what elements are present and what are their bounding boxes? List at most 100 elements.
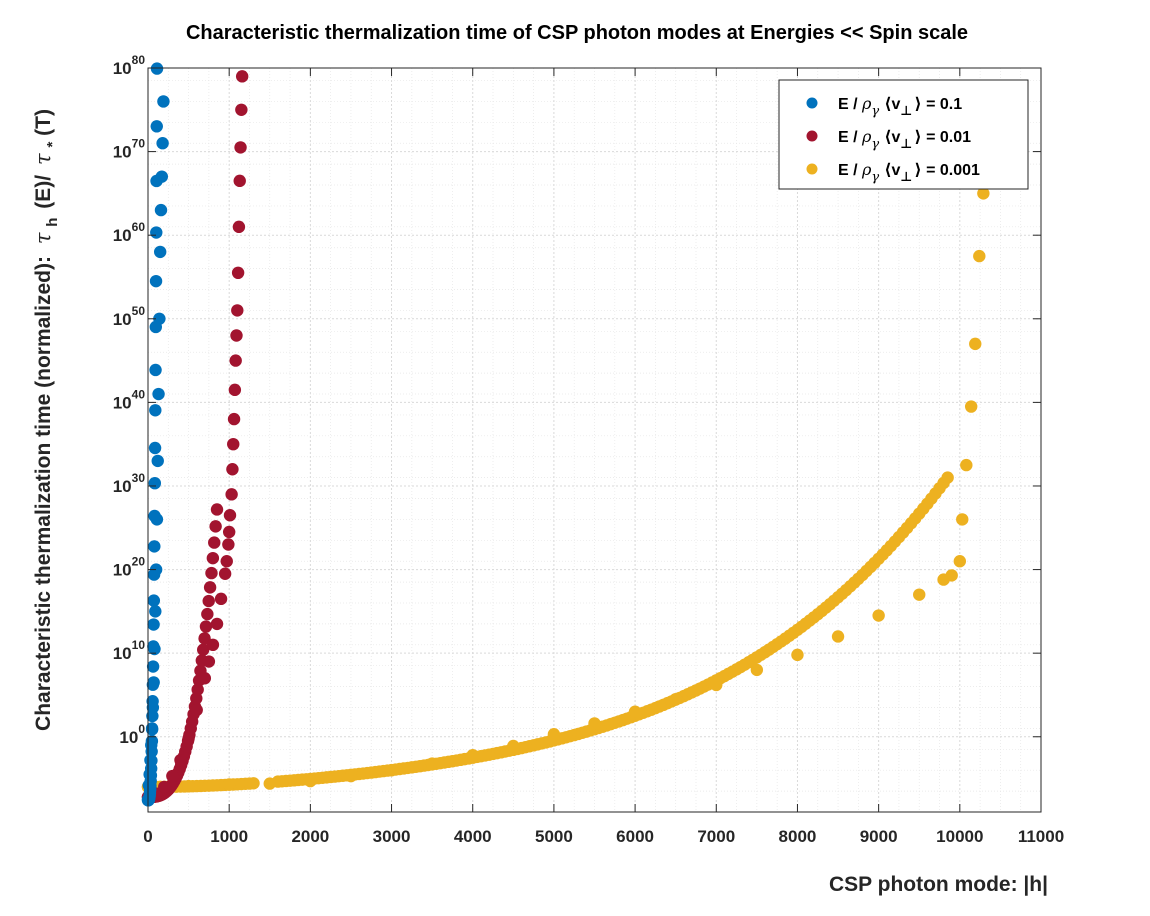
- data-point: [149, 605, 162, 618]
- y-tick-label: 1020: [113, 555, 146, 580]
- data-point: [158, 780, 171, 794]
- legend-label: E / ργ ⟨v⊥ ⟩ = 0.1: [838, 94, 962, 119]
- data-point: [235, 70, 249, 83]
- data-point: [148, 642, 161, 656]
- data-point: [145, 722, 159, 735]
- data-point: [669, 692, 682, 706]
- data-point: [960, 458, 973, 472]
- data-point: [973, 249, 986, 263]
- data-point: [231, 304, 244, 317]
- data-point: [198, 672, 212, 685]
- data-point: [150, 513, 164, 526]
- data-point: [157, 95, 170, 108]
- y-axis-label-suffix: (T): [32, 109, 55, 136]
- y-tick-label: 100: [119, 722, 145, 747]
- data-point: [147, 618, 160, 631]
- data-point: [202, 594, 215, 608]
- y-tick-label: 1060: [113, 220, 146, 245]
- data-point: [956, 513, 969, 526]
- x-tick-label: 2000: [291, 827, 329, 846]
- y-tick-label: 1040: [113, 387, 146, 412]
- x-axis-ticks: 0 1000 2000 3000 4000 5000 6000 7000 8000 9000 100…: [143, 68, 1064, 846]
- data-point: [206, 638, 220, 652]
- data-point: [232, 220, 246, 234]
- data-point: [149, 274, 163, 288]
- data-point: [233, 174, 246, 188]
- data-point: [190, 703, 203, 717]
- data-point: [425, 757, 439, 770]
- data-point: [231, 266, 245, 280]
- y-axis-ticks: 100 1010 1020 1030 1040 1050 1060 1070 1080: [113, 53, 1041, 747]
- data-point: [872, 609, 885, 622]
- data-point: [202, 655, 216, 668]
- x-tick-label: 5000: [535, 827, 573, 846]
- data-point: [148, 476, 162, 490]
- data-point: [149, 404, 162, 417]
- y-tick-label: 1010: [113, 638, 146, 663]
- plot-frame: [147, 67, 1042, 813]
- y-axis-label-tau-star: τ: [31, 153, 55, 165]
- data-point: [223, 509, 237, 522]
- data-point: [969, 337, 982, 351]
- legend-label: E / ργ ⟨v⊥ ⟩ = 0.001: [838, 160, 980, 185]
- data-point: [199, 620, 213, 633]
- data-point: [385, 764, 398, 777]
- data-point: [201, 607, 214, 621]
- data-point: [208, 536, 221, 549]
- data-point: [228, 383, 242, 397]
- data-point: [229, 354, 242, 367]
- data-point: [628, 705, 642, 718]
- data-point: [466, 748, 479, 762]
- data-point: [222, 778, 236, 791]
- data-point: [146, 701, 160, 714]
- data-point: [218, 567, 232, 580]
- data-point: [148, 540, 161, 553]
- y-axis-label-tau-sub: h: [44, 218, 61, 227]
- data-point: [150, 120, 163, 133]
- y-axis-label: Characteristic thermalization time (norm…: [31, 109, 62, 731]
- chart-title: Characteristic thermalization time of CS…: [186, 22, 968, 44]
- data-point: [142, 779, 156, 792]
- data-point: [222, 538, 235, 551]
- data-point: [182, 732, 195, 745]
- y-axis-label-star: *: [44, 142, 61, 148]
- data-point: [945, 569, 958, 582]
- data-point: [953, 555, 967, 568]
- data-point: [203, 581, 217, 594]
- data-point: [145, 738, 158, 752]
- y-axis-label-tau: τ: [31, 232, 55, 244]
- data-point: [222, 525, 236, 539]
- data-point: [234, 141, 247, 154]
- data-point: [588, 717, 601, 730]
- data-point: [156, 137, 169, 150]
- data-point: [166, 769, 179, 783]
- legend-marker: [806, 130, 818, 142]
- data-point: [209, 520, 222, 533]
- x-tick-label: 1000: [210, 827, 248, 846]
- legend-marker: [806, 163, 818, 175]
- data-point: [344, 769, 358, 783]
- data-point: [247, 777, 260, 790]
- x-axis-label: CSP photon mode: |h|: [829, 873, 1048, 896]
- data-point: [214, 592, 228, 606]
- legend-marker: [806, 97, 818, 109]
- data-point: [153, 312, 166, 325]
- data-point: [149, 363, 162, 377]
- data-point: [547, 728, 561, 741]
- x-tick-label: 10000: [936, 827, 983, 846]
- series-layer: [141, 62, 990, 807]
- legend: E / ργ ⟨v⊥ ⟩ = 0.1 E / ργ ⟨v⊥ ⟩ = 0.01 E / ργ ⟨…: [778, 79, 1029, 190]
- x-tick-label: 9000: [860, 827, 898, 846]
- data-point: [263, 777, 276, 790]
- data-point: [154, 203, 168, 217]
- legend-box: [778, 79, 1029, 190]
- data-point: [210, 617, 224, 631]
- data-point: [143, 768, 156, 781]
- x-tick-label: 6000: [616, 827, 654, 846]
- data-point: [913, 588, 926, 601]
- data-point: [304, 774, 317, 788]
- data-point: [227, 412, 241, 426]
- data-point: [147, 676, 160, 689]
- data-point: [147, 594, 161, 607]
- series-3: [141, 187, 990, 794]
